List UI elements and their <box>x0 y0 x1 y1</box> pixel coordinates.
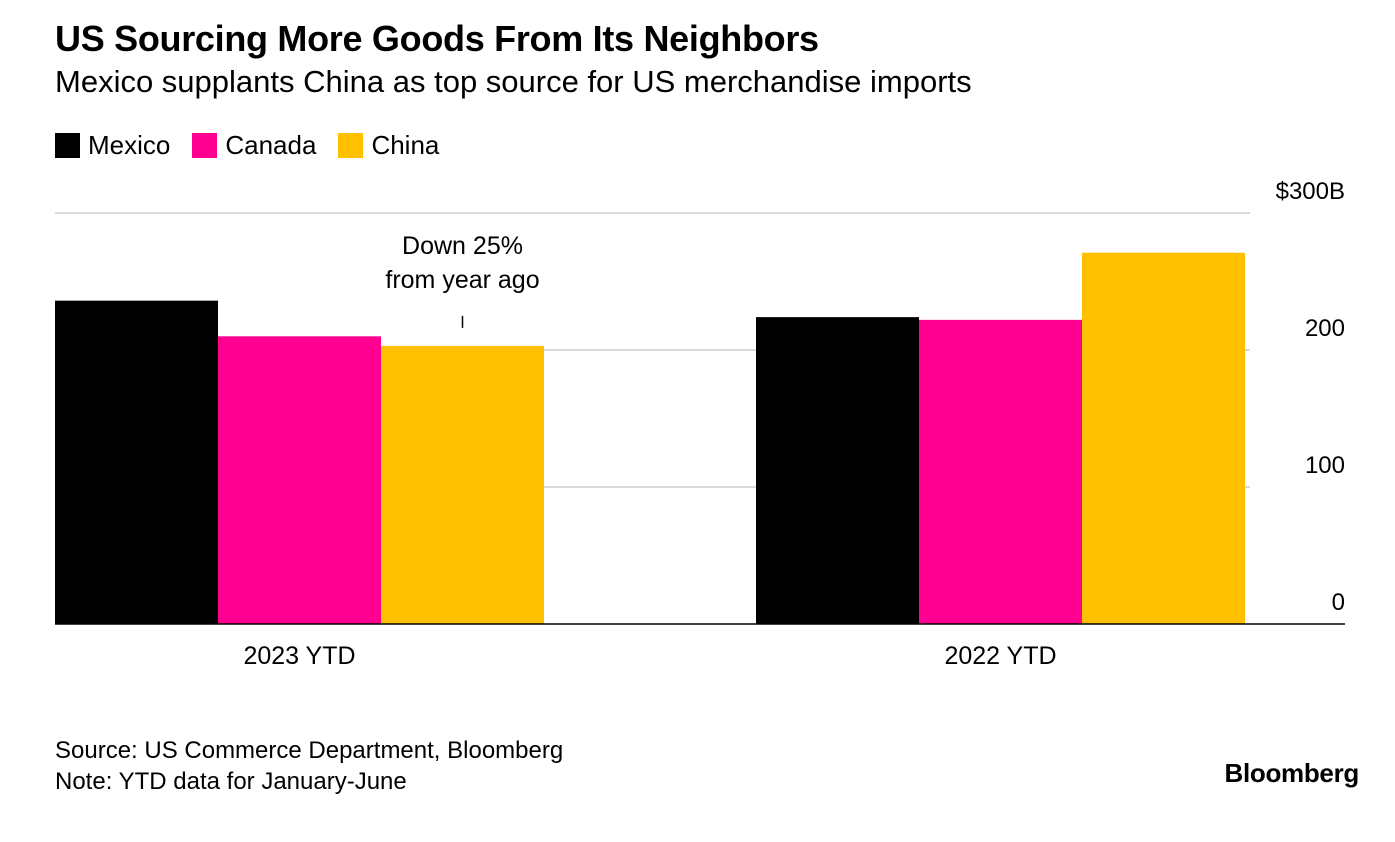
legend-item-canada: Canada <box>192 130 316 161</box>
y-tick-label-300: $300B <box>1276 178 1345 205</box>
bloomberg-logo: Bloomberg <box>1224 758 1359 788</box>
bar-china-2023-ytd <box>381 345 544 624</box>
annotation-line-2: from year ago <box>385 266 539 294</box>
bar-china-2022-ytd <box>1082 252 1245 625</box>
legend-label-mexico: Mexico <box>88 130 171 160</box>
bar-canada-2022-ytd <box>919 319 1082 624</box>
legend-swatch-china <box>338 133 364 158</box>
legend-swatch-mexico <box>55 133 80 158</box>
legend-swatch-canada <box>192 133 218 158</box>
x-tick-label-2022-ytd: 2022 YTD <box>944 642 1056 670</box>
legend-item-mexico: Mexico <box>55 130 170 161</box>
annotation-line-1: Down 25% <box>402 232 523 260</box>
data-note: Note: YTD data for January-June <box>55 768 407 795</box>
bar-mexico-2022-ytd <box>756 317 919 624</box>
x-tick-label-2023-ytd: 2023 YTD <box>243 642 355 670</box>
legend-label-china: China <box>371 130 440 160</box>
chart-footer: Source: US Commerce Department, Bloomber… <box>55 735 563 797</box>
y-tick-label-200: 200 <box>1305 315 1345 342</box>
legend-item-china: China <box>338 130 439 161</box>
bar-mexico-2023-ytd <box>55 300 218 624</box>
chart-subtitle: Mexico supplants China as top source for… <box>55 64 972 99</box>
legend: Mexico Canada China <box>55 130 461 161</box>
bar-canada-2023-ytd <box>218 336 381 624</box>
source-note: Source: US Commerce Department, Bloomber… <box>55 737 564 764</box>
legend-label-canada: Canada <box>225 130 317 160</box>
bar-chart: 0 100 200 $300B 2023 YTD 2022 YTD Down 25% from… <box>55 178 1345 670</box>
y-tick-label-100: 100 <box>1305 452 1345 479</box>
y-tick-label-0: 0 <box>1332 589 1345 616</box>
chart-title: US Sourcing More Goods From Its Neighbor… <box>55 18 819 59</box>
